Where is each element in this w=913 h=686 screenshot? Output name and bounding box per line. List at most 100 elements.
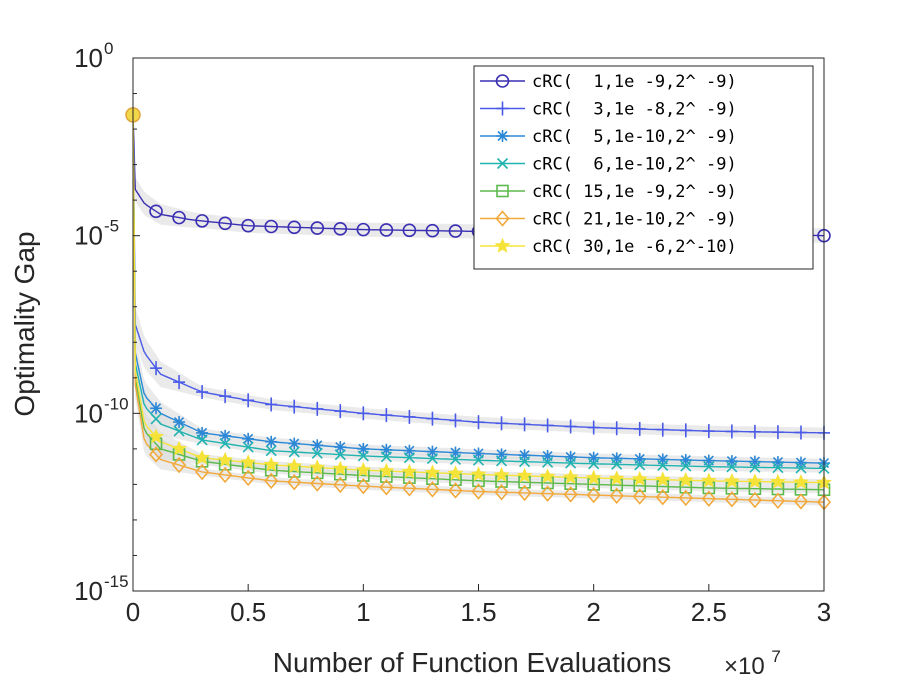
marker-series-3-24: [679, 454, 692, 467]
marker-series-6-19: [563, 486, 578, 503]
marker-series-7-2: [171, 440, 187, 456]
marker-series-2-17: [518, 417, 531, 432]
marker-series-2-7: [288, 399, 301, 414]
marker-series-7-1: [148, 428, 164, 444]
marker-series-2-25: [702, 424, 715, 439]
marker-series-6-10: [356, 477, 371, 495]
marker-series-7-10: [355, 461, 372, 477]
marker-series-3-10: [357, 442, 370, 455]
marker-series-6-12: [402, 480, 417, 497]
legend-entry-6: cRC( 21,1e-10,2^ -9): [480, 210, 737, 230]
marker-series-6-18: [540, 485, 555, 502]
legend-label-7: cRC( 30,1e -6,2^-10): [532, 237, 737, 257]
legend-label-6: cRC( 21,1e-10,2^ -9): [532, 210, 737, 230]
marker-series-3-18: [541, 450, 554, 463]
marker-series-3-29: [794, 456, 807, 469]
marker-series-4-8: [311, 447, 323, 459]
marker-series-4-10: [357, 450, 369, 462]
marker-series-2-2: [173, 375, 186, 390]
marker-series-6-6: [264, 472, 279, 490]
marker-series-6-20: [586, 486, 601, 504]
marker-series-1-1: [149, 204, 163, 219]
marker-series-4-27: [749, 461, 761, 473]
marker-series-2-3: [196, 385, 209, 400]
marker-series-7-18: [539, 468, 556, 484]
x-multiplier-base: ×10: [724, 653, 765, 680]
marker-series-6-2: [172, 456, 187, 474]
marker-series-7-7: [286, 457, 303, 473]
marker-series-3-27: [748, 455, 761, 468]
marker-series-7-13: [424, 464, 441, 480]
legend-swatch-marker-4: [496, 157, 509, 170]
marker-series-3-4: [219, 429, 232, 442]
marker-series-2-22: [633, 421, 646, 436]
marker-series-3-2: [173, 416, 186, 429]
marker-series-2-20: [587, 420, 600, 435]
marker-series-4-28: [772, 462, 784, 474]
marker-series-4-13: [426, 452, 438, 465]
line-series-6: [133, 114, 824, 503]
marker-series-7-21: [608, 470, 625, 486]
marker-series-3-28: [771, 456, 784, 469]
marker-series-3-1: [150, 402, 163, 415]
marker-series-4-19: [565, 457, 577, 469]
marker-series-4-5: [242, 441, 254, 453]
marker-series-3-8: [311, 439, 324, 452]
marker-series-4-6: [265, 445, 277, 457]
marker-series-4-20: [588, 458, 600, 470]
marker-series-1-13: [425, 223, 440, 238]
marker-series-6-15: [471, 483, 486, 500]
marker-series-6-25: [701, 490, 716, 507]
y-axis-title: Optimality Gap: [9, 231, 40, 416]
marker-series-6-21: [609, 487, 624, 504]
marker-series-1-6: [264, 219, 279, 234]
line-series-5: [133, 114, 824, 491]
marker-series-7-8: [309, 459, 326, 475]
marker-series-7-17: [516, 467, 533, 483]
y-tick-label-4: 10: [74, 576, 103, 606]
legend-swatch-marker-6: [495, 210, 510, 227]
y-tick-exponent-3: -10: [104, 394, 129, 413]
marker-series-2-11: [380, 408, 393, 423]
marker-series-6-8: [310, 475, 325, 492]
marker-series-7-28: [770, 473, 786, 489]
line-series-2: [133, 114, 824, 434]
marker-series-4-15: [472, 454, 485, 466]
y-tick-exponent-1: 0: [104, 39, 113, 58]
marker-series-4-18: [542, 456, 554, 468]
marker-series-6-28: [770, 492, 785, 509]
marker-series-2-19: [564, 419, 577, 434]
marker-series-7-15: [470, 466, 487, 482]
marker-series-7-4: [217, 451, 234, 467]
y-tick-exponent-4: -15: [104, 572, 129, 591]
marker-series-4-2: [173, 425, 185, 437]
marker-series-3-22: [633, 452, 646, 465]
x-ticks: 0 0.5 1 1.5 2 2.5 3: [126, 584, 831, 627]
marker-series-2-27: [748, 424, 761, 439]
marker-series-4-23: [657, 459, 669, 472]
marker-series-2-24: [679, 423, 692, 438]
marker-series-6-29: [793, 493, 809, 510]
legend-box: [473, 65, 814, 270]
marker-series-1-3: [195, 214, 209, 228]
marker-series-2-9: [334, 404, 347, 419]
marker-series-7-20: [585, 469, 602, 485]
marker-series-2-18: [541, 418, 554, 433]
legend-entry-3: cRC( 5,1e-10,2^ -9): [480, 127, 737, 147]
x-tick-label-7: 3: [817, 597, 831, 627]
marker-series-7-25: [700, 472, 717, 488]
x-multiplier: ×10 7: [724, 647, 781, 680]
marker-series-6-7: [287, 473, 302, 491]
marker-series-1-11: [379, 223, 394, 237]
marker-series-7-14: [447, 465, 464, 481]
marker-series-6-5: [241, 469, 256, 487]
x-tick-label-3: 1: [356, 597, 370, 627]
marker-series-4-16: [495, 455, 508, 467]
marker-series-3-25: [702, 454, 715, 467]
marker-series-2-1: [150, 361, 163, 376]
legend-entry-2: cRC( 3,1e -8,2^ -9): [480, 100, 737, 120]
x-tick-label-4: 1.5: [460, 597, 496, 627]
y-tick-exponent-2: -5: [104, 217, 119, 236]
legend-swatch-marker-3: [496, 130, 509, 142]
